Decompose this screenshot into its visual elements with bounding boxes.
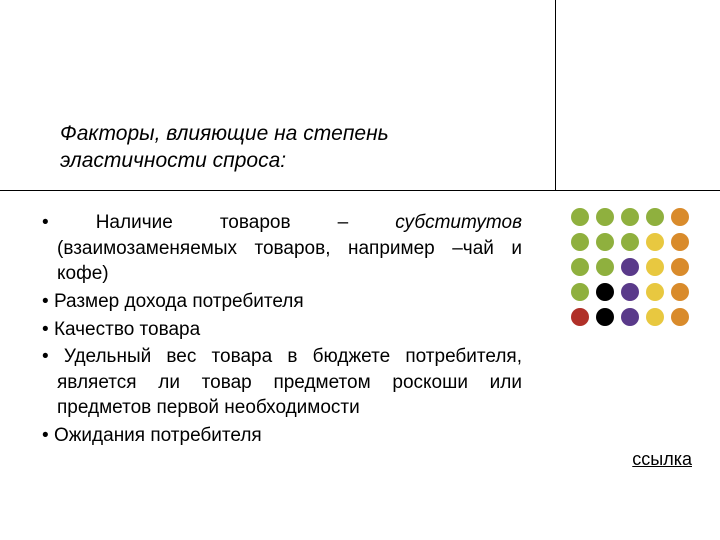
yellow-dot-icon [646,283,664,301]
green-dot-icon [646,208,664,226]
yellow-dot-icon [646,308,664,326]
dot-grid [571,208,692,329]
green-dot-icon [621,208,639,226]
yellow-dot-icon [646,233,664,251]
orange-dot-icon [671,283,689,301]
yellow-dot-icon [646,258,664,276]
green-dot-icon [596,233,614,251]
orange-dot-icon [671,308,689,326]
green-dot-icon [571,208,589,226]
purple-dot-icon [621,283,639,301]
purple-dot-icon [621,308,639,326]
bullet-text: Удельный вес товара в бюджете потребител… [57,346,522,418]
bullet-text: Размер дохода потребителя [54,291,304,312]
purple-dot-icon [621,258,639,276]
bullet-emph: субститутов [395,212,522,233]
list-item: Удельный вес товара в бюджете потребител… [42,344,522,421]
bullet-text: Качество товара [54,319,200,340]
green-dot-icon [621,233,639,251]
list-item: Размер дохода потребителя [42,289,522,315]
vertical-divider [555,0,556,190]
black-dot-icon [596,283,614,301]
black-dot-icon [596,308,614,326]
green-dot-icon [596,258,614,276]
list-item: Наличие товаров – субститутов (взаимозам… [42,210,522,287]
bullet-text: Наличие товаров – [96,212,396,233]
red-dot-icon [571,308,589,326]
green-dot-icon [596,208,614,226]
orange-dot-icon [671,233,689,251]
green-dot-icon [571,283,589,301]
list-item: Ожидания потребителя [42,423,522,449]
green-dot-icon [571,233,589,251]
orange-dot-icon [671,208,689,226]
bullet-text: (взаимозаменяемых товаров, например –чай… [57,238,522,285]
horizontal-divider [0,190,720,191]
bullet-text: Ожидания потребителя [54,425,262,446]
list-item: Качество товара [42,317,522,343]
slide-title: Факторы, влияющие на степень эластичност… [60,120,480,175]
orange-dot-icon [671,258,689,276]
reference-link[interactable]: ссылка [632,449,692,470]
bullet-list: Наличие товаров – субститутов (взаимозам… [42,210,522,451]
green-dot-icon [571,258,589,276]
